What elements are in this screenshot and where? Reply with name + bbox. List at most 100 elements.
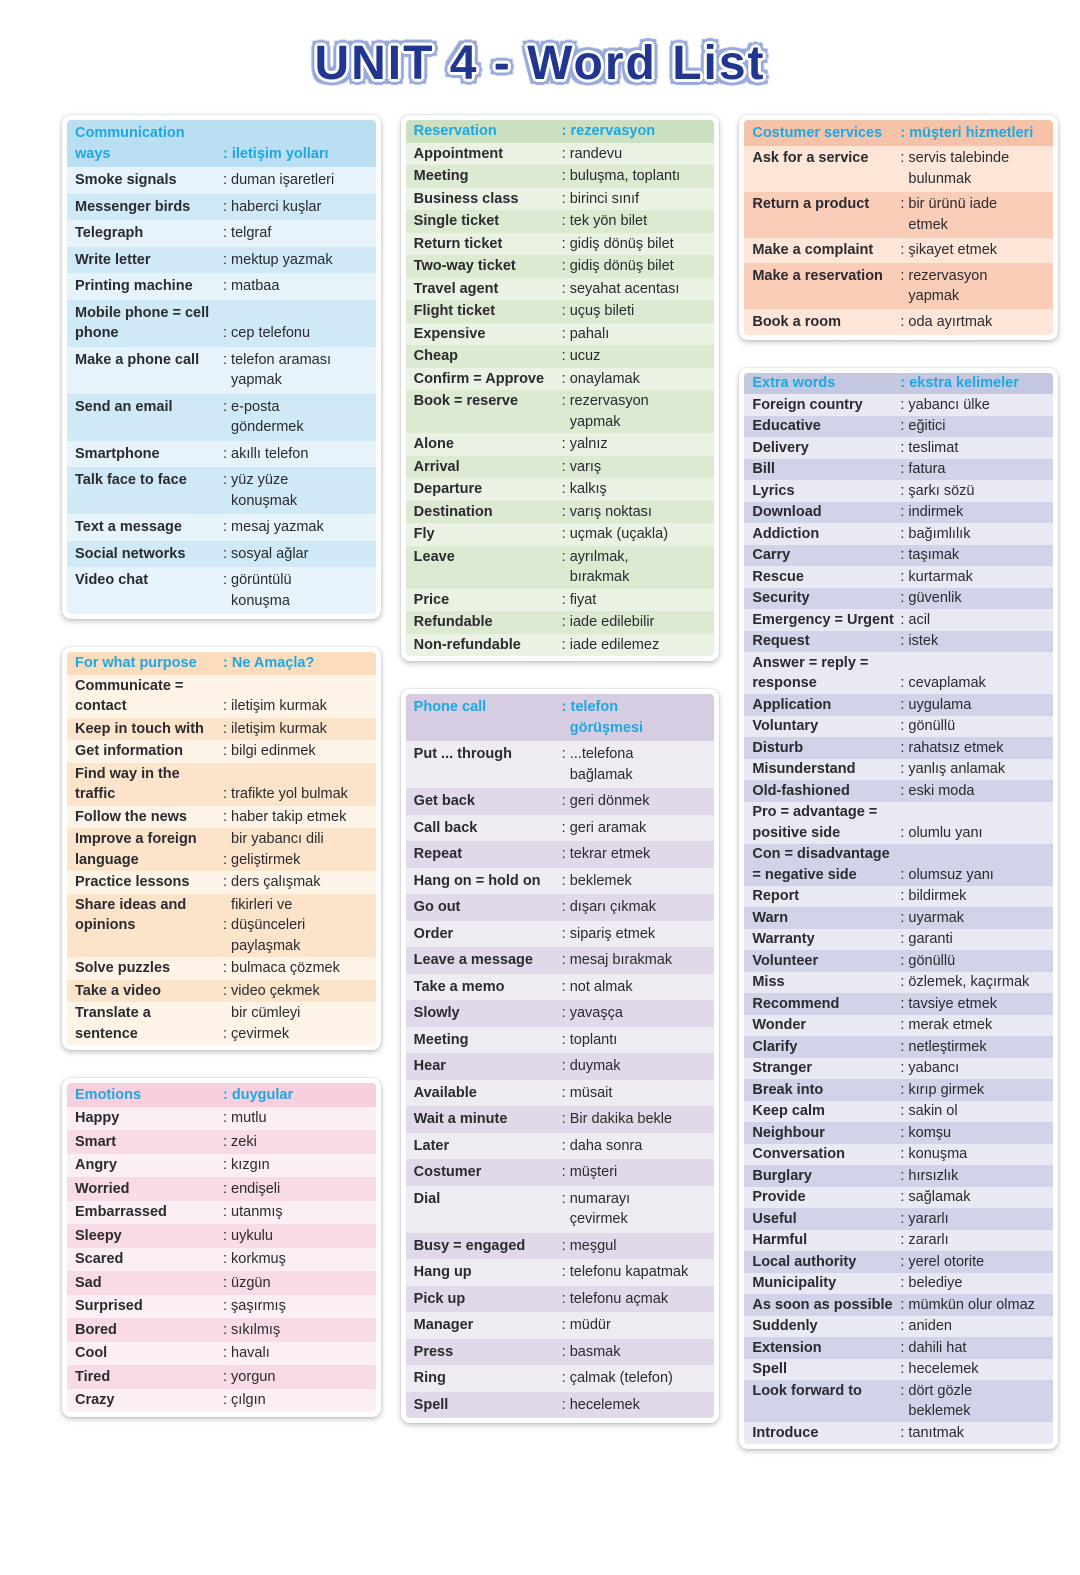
word-tr: : yabancı — [900, 1060, 960, 1076]
word-tr: : uçuş bileti — [561, 303, 635, 319]
table-header-row: Extra words : ekstra kelimeler — [744, 372, 1054, 394]
word-en: Rescue — [752, 568, 804, 585]
word-en: Sleepy — [75, 1227, 122, 1244]
word-row: Keep in touch with : iletişim kurmak — [67, 717, 376, 740]
word-row: Report : bildirmek — [744, 885, 1054, 907]
word-tr: : yüz yüze konuşmak — [223, 472, 298, 509]
word-table-extra-words: Extra words : ekstra kelimeler Foreign c… — [739, 367, 1059, 1449]
word-tr: : gönüllü — [900, 952, 956, 969]
word-en: Tired — [75, 1368, 111, 1385]
word-row: Happy : mutlu — [67, 1106, 376, 1130]
word-en: Leave a message — [413, 952, 533, 968]
word-en: Practice lessons — [75, 874, 190, 890]
word-en: Application — [752, 696, 832, 713]
word-tr: : bildirmek — [900, 888, 967, 904]
word-en: Flight ticket — [413, 303, 496, 319]
word-row: Useful : yararlı — [744, 1208, 1054, 1230]
table-header-row: Emotions : duygular — [67, 1083, 376, 1107]
word-tr: : meşgul — [561, 1237, 617, 1254]
word-en: Video chat — [75, 572, 149, 588]
word-tr: : mesaj yazmak — [223, 519, 324, 535]
word-tr: : cevaplamak — [900, 675, 986, 691]
word-tr: : beklemek — [561, 872, 632, 889]
word-row: Make a reservation : rezervasyon yapmak — [744, 263, 1054, 309]
word-en: Recommend — [752, 995, 840, 1012]
word-row: Cheap : ucuz — [405, 345, 715, 368]
word-en: Mobile phone = cell phone — [75, 304, 210, 342]
word-row: Telegraph : telgraf — [67, 220, 376, 247]
word-tr: : onaylamak — [561, 370, 640, 387]
word-row: Make a phone call : telefon araması yapm… — [67, 346, 376, 394]
word-row: Translate a sentence bir cümleyi : çevir… — [67, 1002, 376, 1045]
word-tr: : Bir dakika bekle — [561, 1111, 673, 1127]
word-en: Take a video — [75, 982, 161, 999]
word-tr: : seyahat acentası — [561, 280, 680, 297]
word-en: Ask for a service — [752, 150, 869, 166]
word-row: Two-way ticket : gidiş dönüş bilet — [405, 255, 715, 278]
word-row: Stranger : yabancı — [744, 1057, 1054, 1079]
word-tr: : duymak — [561, 1058, 621, 1074]
word-row: Communicate = contact : iletişim kurmak — [67, 674, 376, 718]
word-tr: : toplantı — [561, 1031, 618, 1048]
word-tr: : fiyat — [561, 591, 597, 608]
word-tr: : belediye — [900, 1275, 963, 1291]
word-row: Text a message : mesaj yazmak — [67, 514, 376, 541]
word-row: Manager : müdür — [405, 1312, 715, 1339]
word-en: Scared — [75, 1251, 124, 1267]
word-en: Busy = engaged — [413, 1237, 526, 1254]
word-en: Warranty — [752, 931, 815, 947]
word-row: Put ... through : ...telefona bağlamak — [405, 741, 715, 788]
word-row: Delivery : teslimat — [744, 437, 1054, 459]
word-en: Meeting — [413, 168, 469, 184]
word-en: Lyrics — [752, 482, 795, 499]
table-header-tr: : telefon görüşmesi — [561, 699, 644, 736]
word-en: Make a reservation — [752, 267, 883, 284]
word-tr: : gidiş dönüş bilet — [561, 235, 674, 252]
word-en: Municipality — [752, 1275, 837, 1291]
word-tr: : not almak — [561, 978, 633, 995]
word-en: Make a complaint — [752, 242, 874, 258]
word-row: Ring : çalmak (telefon) — [405, 1365, 715, 1392]
word-tr: : netleştirmek — [900, 1038, 987, 1055]
word-row: Municipality : belediye — [744, 1272, 1054, 1294]
word-row: Tired : yorgun — [67, 1365, 376, 1389]
word-en: Extension — [752, 1339, 822, 1356]
table-header-tr: : ekstra kelimeler — [900, 375, 1019, 391]
word-tr: : basmak — [561, 1343, 621, 1360]
word-tr: : iletişim kurmak — [223, 720, 327, 737]
word-tr: : ...telefona bağlamak — [561, 746, 634, 783]
word-tr: : görüntülü konuşma — [223, 572, 292, 609]
word-tr: : garanti — [900, 931, 953, 947]
word-en: Embarrassed — [75, 1204, 167, 1220]
word-row: Get information : bilgi edinmek — [67, 740, 376, 763]
word-en: Harmful — [752, 1232, 808, 1248]
word-en: Pick up — [413, 1290, 466, 1307]
word-row: Warranty : garanti — [744, 928, 1054, 950]
word-row: Order : sipariş etmek — [405, 920, 715, 947]
word-tr: : telefonu kapatmak — [561, 1264, 689, 1280]
word-en: Cool — [75, 1345, 108, 1361]
table-header-row: Costumer services : müşteri hizmetleri — [744, 120, 1054, 146]
word-tr: : geri dönmek — [561, 793, 650, 809]
word-table-costumer-services: Costumer services : müşteri hizmetleri A… — [739, 115, 1059, 340]
word-en: Return ticket — [413, 235, 503, 252]
word-en: As soon as possible — [752, 1296, 893, 1313]
word-tr: : rahatsız etmek — [900, 739, 1004, 756]
table-header-en: Communication ways — [75, 125, 185, 162]
word-tr: : müsait — [561, 1084, 613, 1101]
word-tr: : tanıtmak — [900, 1424, 965, 1441]
word-en: Spell — [413, 1396, 449, 1413]
word-tr: : müşteri — [561, 1164, 618, 1180]
word-en: Old-fashioned — [752, 782, 850, 799]
word-en: Ring — [413, 1370, 446, 1386]
word-en: Later — [413, 1137, 450, 1154]
word-en: Report — [752, 888, 800, 904]
word-row: Ask for a service : servis talebinde bul… — [744, 145, 1054, 192]
word-en: Telegraph — [75, 225, 144, 241]
word-row: Local authority : yerel otorite — [744, 1251, 1054, 1273]
word-en: Dial — [413, 1190, 441, 1207]
word-en: Spell — [752, 1361, 787, 1377]
word-row: Return ticket : gidiş dönüş bilet — [405, 232, 715, 255]
word-en: Communicate = contact — [75, 677, 184, 715]
word-row: Write letter : mektup yazmak — [67, 246, 376, 273]
